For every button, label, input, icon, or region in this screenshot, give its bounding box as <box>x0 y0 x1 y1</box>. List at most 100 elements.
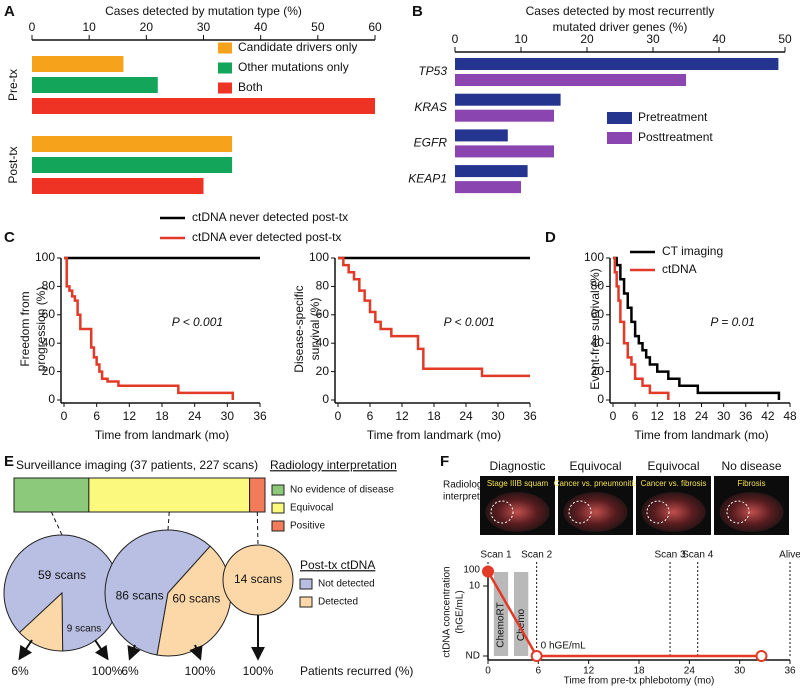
legend-label: ctDNA <box>662 262 697 276</box>
recurred-label: 100% <box>185 664 216 678</box>
legend-swatch <box>218 82 232 94</box>
legend-swatch <box>299 578 313 590</box>
y-tick-label: 40 <box>591 335 605 349</box>
arrow <box>94 639 109 661</box>
y-tick-label: 100 <box>584 250 604 264</box>
bar <box>455 181 521 194</box>
bar <box>455 58 779 70</box>
category-label: TP53 <box>418 64 447 78</box>
image-title: Equivocal <box>647 459 699 473</box>
panel-label: B <box>412 3 423 20</box>
x-tick-label: 24 <box>684 666 696 677</box>
scan-label: Alive <box>779 550 800 561</box>
lesion-circle <box>646 500 670 524</box>
x-tick-label: 24 <box>695 409 709 423</box>
pie-slice <box>104 529 211 656</box>
y-tick-label: 80 <box>316 279 330 293</box>
radiology-label: interpretation <box>443 492 501 503</box>
x-tick-label: 36 <box>523 409 537 423</box>
image-title: No disease <box>721 459 781 473</box>
ctdna-point <box>755 650 768 662</box>
legend-swatch <box>271 484 285 496</box>
y-axis-label: Freedom from <box>18 291 32 366</box>
recurred-label: 100% <box>243 664 274 678</box>
y-axis-label: (hGE/mL) <box>455 590 466 633</box>
arrow <box>189 644 203 661</box>
connector <box>167 511 170 531</box>
scan-label: Scan 3 <box>654 550 686 561</box>
bar <box>32 157 233 173</box>
pie-slice <box>18 591 64 652</box>
legend-label: CT imaging <box>662 244 723 258</box>
slice-label: 59 scans <box>38 568 86 582</box>
legend-label: Posttreatment <box>638 130 713 144</box>
ct-body <box>563 492 628 532</box>
survival-curve <box>64 256 235 400</box>
treatment-bar <box>493 572 509 656</box>
category-label: Pre-tx <box>6 69 20 101</box>
ctdna-line <box>486 570 762 658</box>
category-label: KEAP1 <box>408 171 447 185</box>
legend-swatch <box>271 502 285 514</box>
radiology-label: Radiology <box>443 480 487 491</box>
image-caption: Cancer vs. pneumonitis <box>554 479 638 488</box>
bar <box>455 93 561 106</box>
chart-title: Cases detected by most recurrently <box>526 4 715 18</box>
x-tick-label: 36 <box>739 409 753 423</box>
x-tick-label: 36 <box>784 666 796 677</box>
x-axis-label: Time from landmark (mo) <box>95 428 229 442</box>
x-tick-label: 18 <box>155 409 169 423</box>
bar-segment <box>13 477 90 513</box>
y-tick-label: 0 <box>322 392 329 406</box>
legend-label: Both <box>238 80 263 94</box>
y-tick-label: 20 <box>591 364 605 378</box>
legend-label: Equivocal <box>290 503 333 514</box>
x-tick-label: 18 <box>673 409 687 423</box>
legend-swatch <box>299 596 313 608</box>
x-tick-label: 12 <box>651 409 665 423</box>
treatment-label: Chemo <box>516 608 527 641</box>
lesion-circle <box>490 500 514 524</box>
ct-body <box>485 492 550 532</box>
annotation: 0 hGE/mL <box>541 641 586 652</box>
y-axis-label: Event-free survival (%) <box>588 268 602 389</box>
bar <box>455 129 508 142</box>
x-tick-label: 20 <box>580 32 594 46</box>
x-tick-label: 30 <box>646 32 660 46</box>
y-tick-label: ND <box>466 651 480 662</box>
ct-body <box>719 492 784 532</box>
legend-label: ctDNA never detected post-tx <box>192 210 348 224</box>
legend-label: Not detected <box>318 579 375 590</box>
legend-title: Radiology interpretation <box>270 458 397 472</box>
x-axis-label: Time from pre-tx phlebotomy (mo) <box>564 676 715 687</box>
x-tick-label: 6 <box>367 409 374 423</box>
lesion-circle <box>568 500 592 524</box>
pie-slice <box>156 545 232 657</box>
y-tick-label: 100 <box>309 250 329 264</box>
legend-label: Candidate drivers only <box>238 40 357 54</box>
legend-label: Pretreatment <box>638 110 708 124</box>
recurred-label: 100% <box>92 664 123 678</box>
x-tick-label: 50 <box>311 20 325 34</box>
x-tick-label: 18 <box>427 409 441 423</box>
x-tick-label: 30 <box>197 20 211 34</box>
x-tick-label: 40 <box>712 32 726 46</box>
panel-label: F <box>440 453 449 470</box>
treatment-label: ChemoRT <box>496 602 507 647</box>
survival-curve <box>613 256 670 400</box>
bar <box>455 74 686 86</box>
legend-swatch <box>607 112 632 124</box>
y-tick-label: 20 <box>316 364 330 378</box>
slice-label: 86 scans <box>116 588 164 602</box>
x-tick-label: 20 <box>140 20 154 34</box>
bar-segment <box>88 477 251 513</box>
x-tick-label: 24 <box>459 409 473 423</box>
legend-label: Detected <box>318 597 358 608</box>
y-tick-label: 40 <box>316 335 330 349</box>
legend-label: Positive <box>290 521 325 532</box>
legend-label: Other mutations only <box>238 60 349 74</box>
panel-label: C <box>4 229 15 246</box>
bar <box>32 98 375 114</box>
y-tick-label: 60 <box>591 307 605 321</box>
